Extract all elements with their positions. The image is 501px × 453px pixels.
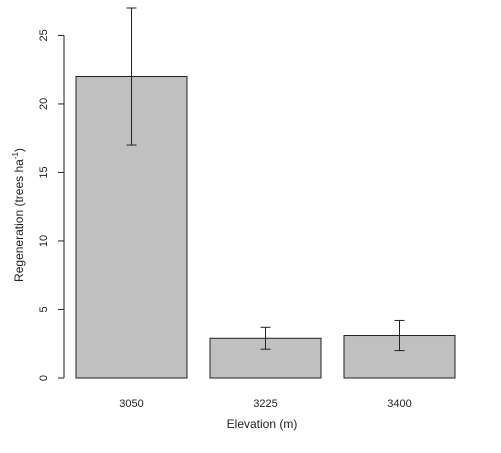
y-axis: 0 5 10 15 20 25 [38, 29, 65, 381]
x-axis: 3050 3225 3400 [119, 398, 411, 410]
y-axis-title-suffix: ) [12, 148, 26, 152]
y-tick-label: 25 [38, 29, 50, 41]
y-tick-label: 10 [38, 235, 50, 247]
plot-area [75, 7, 456, 379]
y-tick-label: 20 [38, 98, 50, 110]
y-tick-label: 5 [38, 306, 50, 312]
x-tick-label: 3400 [387, 398, 411, 410]
y-axis-title: Regeneration (trees ha-1) [11, 148, 26, 282]
x-tick-label: 3050 [119, 398, 143, 410]
y-tick-label: 15 [38, 166, 50, 178]
y-tick-label: 0 [38, 375, 50, 381]
x-axis-title: Elevation (m) [227, 417, 298, 431]
x-tick-label: 3225 [253, 398, 277, 410]
y-axis-title-superscript: -1 [11, 152, 20, 160]
y-axis-title-main: Regeneration (trees ha [12, 159, 26, 282]
